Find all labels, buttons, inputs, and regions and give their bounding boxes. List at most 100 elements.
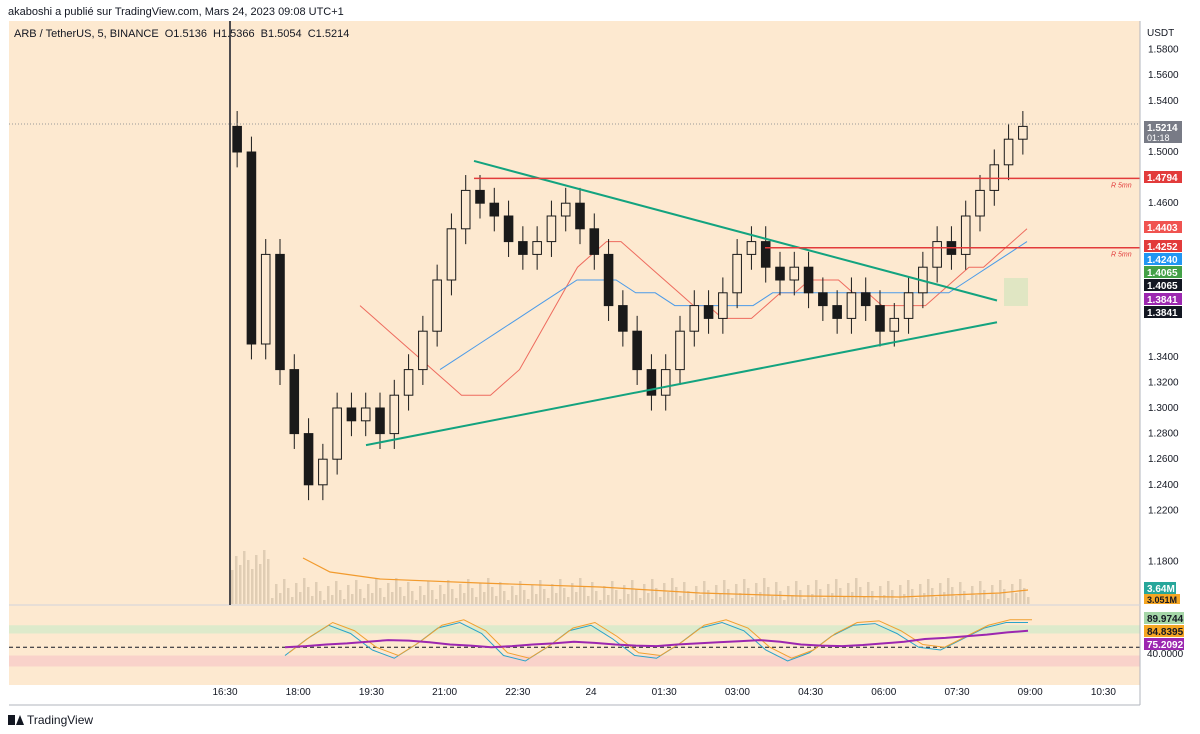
volume-bar	[483, 592, 486, 604]
price-badge	[1144, 253, 1182, 265]
price-tick-label: 1.2600	[1148, 454, 1179, 465]
price-tick-label: 1.3400	[1148, 352, 1179, 363]
volume-bar	[575, 592, 578, 604]
volume-bar	[615, 590, 618, 604]
volume-bar	[251, 569, 254, 604]
volume-bar	[235, 556, 238, 604]
volume-bar	[963, 591, 966, 604]
volume-bar	[843, 597, 846, 604]
volume-bar	[315, 582, 318, 604]
time-tick-label: 22:30	[505, 687, 530, 698]
volume-bar	[639, 598, 642, 604]
candle-body	[232, 125, 242, 153]
price-tick-label: 1.2400	[1148, 480, 1179, 491]
volume-bar	[447, 580, 450, 604]
volume-bar	[563, 588, 566, 604]
volume-bar	[743, 579, 746, 604]
volume-bar	[647, 593, 650, 604]
time-tick-label: 01:30	[652, 687, 677, 698]
volume-bar	[295, 583, 298, 604]
price-badge-text: 1.3841	[1147, 308, 1178, 319]
volume-bar	[271, 598, 274, 604]
volume-bar	[899, 585, 902, 604]
price-badge-text: 1.4065	[1147, 268, 1178, 279]
volume-bar	[519, 581, 522, 604]
volume-bar	[423, 595, 426, 604]
volume-bar	[463, 593, 466, 604]
candle-body	[460, 189, 471, 230]
candle-body	[503, 215, 514, 243]
volume-ma-line	[302, 557, 1029, 598]
volume-ma-badge-text: 3.051M	[1147, 595, 1177, 605]
volume-bar	[559, 579, 562, 604]
volume-bar	[259, 564, 262, 604]
volume-bar	[263, 550, 266, 604]
oscillator-badge-text: 84.8395	[1147, 627, 1184, 638]
candle-body	[989, 164, 1000, 191]
volume-bar	[859, 587, 862, 604]
candle-body	[260, 253, 271, 345]
footer-brand-label: TradingView	[27, 713, 94, 727]
price-tick-label: 1.5600	[1148, 70, 1179, 81]
volume-bar	[867, 582, 870, 604]
volume-bar	[279, 593, 282, 604]
volume-bar	[803, 599, 806, 604]
volume-bar	[599, 600, 602, 604]
volume-bar	[495, 596, 498, 604]
volume-bar	[955, 596, 958, 604]
volume-ma-badge	[1144, 594, 1180, 604]
price-badge	[1144, 240, 1182, 252]
volume-bar	[919, 584, 922, 604]
price-badge-text: 1.3841	[1147, 295, 1178, 306]
price-tick-label: 1.5400	[1148, 96, 1179, 107]
time-tick-label: 07:30	[944, 687, 969, 698]
candle-body	[603, 253, 614, 307]
close-value: C1.5214	[307, 28, 350, 40]
volume-bar	[591, 582, 594, 604]
rsi-line	[284, 629, 1029, 649]
volume-bar	[531, 585, 534, 604]
volume-bar	[791, 595, 794, 604]
volume-bar	[511, 586, 514, 604]
candle-body	[832, 305, 842, 319]
price-badge-countdown: 01:18	[1147, 133, 1170, 143]
volume-bar	[627, 594, 630, 604]
volume-bar	[555, 593, 558, 604]
price-tick-label: 1.4600	[1148, 198, 1179, 209]
volume-bar	[431, 590, 434, 604]
candle-body	[375, 407, 385, 435]
volume-bar	[247, 560, 250, 604]
oscillator-badge	[1144, 612, 1184, 624]
volume-bar	[635, 589, 638, 604]
low-value: B1.5054	[260, 28, 302, 40]
triangle-lower-line	[365, 321, 998, 447]
volume-bar	[679, 596, 682, 604]
volume-bar	[311, 596, 314, 604]
volume-bar	[587, 596, 590, 604]
oscillator-badge	[1144, 638, 1184, 650]
footer-brand[interactable]: TradingView	[8, 713, 93, 727]
volume-bar	[771, 596, 774, 604]
candle-body	[975, 189, 985, 217]
price-tick-label: 1.3000	[1148, 403, 1179, 414]
volume-bar	[991, 585, 994, 604]
volume-bar	[1011, 584, 1014, 604]
candle-body	[789, 266, 800, 281]
volume-bar	[387, 583, 390, 604]
volume-bar	[595, 591, 598, 604]
volume-bar	[363, 598, 366, 604]
volume-bar	[491, 587, 494, 604]
candle-body	[960, 215, 971, 255]
volume-bar	[651, 579, 654, 604]
time-tick-label: 21:00	[432, 687, 457, 698]
volume-bar	[927, 579, 930, 604]
volume-bar	[763, 578, 766, 604]
volume-bar	[751, 597, 754, 604]
symbol-label[interactable]: ARB / TetherUS, 5, BINANCE	[14, 28, 159, 40]
candle-body	[718, 292, 728, 319]
volume-bar	[299, 592, 302, 604]
candle-body	[246, 151, 257, 345]
volume-bar	[847, 583, 850, 604]
volume-bar	[687, 591, 690, 604]
